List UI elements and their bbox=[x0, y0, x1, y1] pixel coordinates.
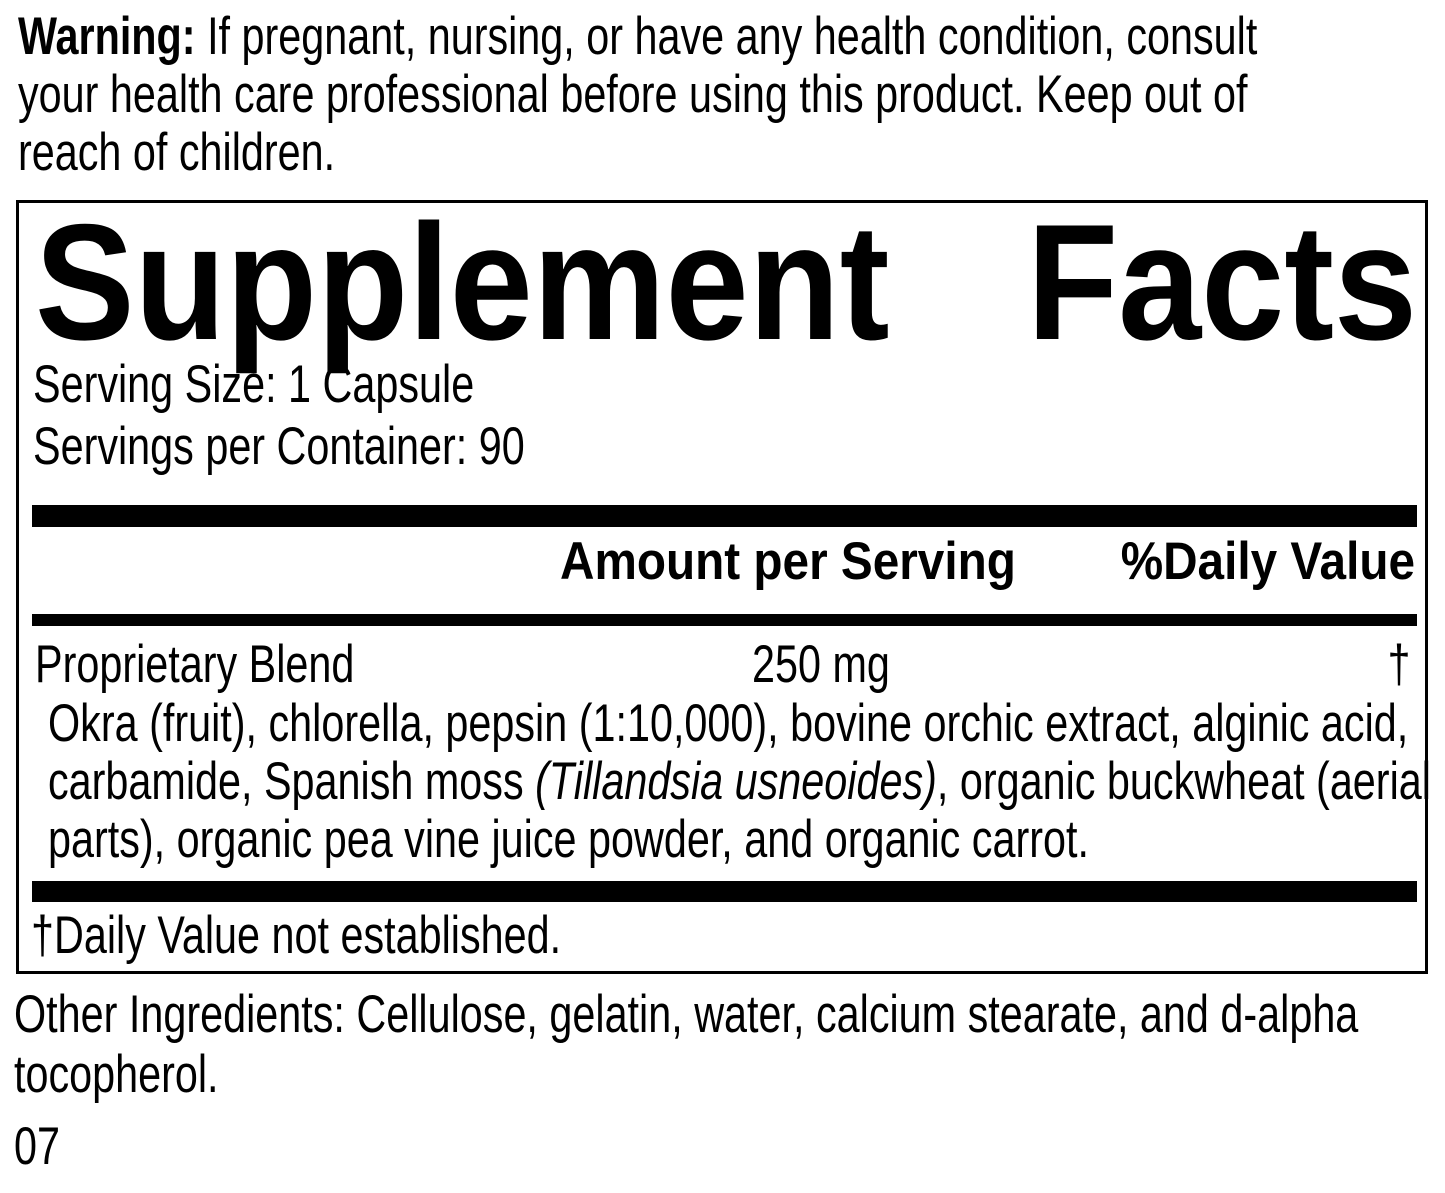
warning-body: If pregnant, nursing, or have any health… bbox=[18, 7, 1258, 182]
blend-description-part2: , organic buckwheat (aerial parts), orga… bbox=[48, 752, 1431, 869]
servings-per-container: Servings per Container: 90 bbox=[33, 417, 525, 476]
ingredient-name: Proprietary Blend bbox=[35, 635, 355, 694]
column-header-daily-value: %Daily Value bbox=[1120, 532, 1415, 591]
ingredient-daily-value: † bbox=[1387, 635, 1410, 694]
rule-header bbox=[32, 614, 1417, 626]
other-ingredients: Other Ingredients: Cellulose, gelatin, w… bbox=[14, 985, 1359, 1104]
daily-value-footnote: †Daily Value not established. bbox=[31, 906, 562, 965]
warning-label: Warning: bbox=[18, 7, 196, 66]
warning-paragraph: Warning: If pregnant, nursing, or have a… bbox=[18, 8, 1318, 182]
rule-bottom bbox=[32, 881, 1417, 902]
serving-size: Serving Size: 1 Capsule bbox=[33, 355, 475, 414]
blend-description-latin-name: (Tillandsia usneoides) bbox=[535, 752, 937, 811]
supplement-facts-box bbox=[16, 200, 1428, 974]
page-code: 07 bbox=[14, 1117, 60, 1176]
blend-description-part1: Okra (fruit), chlorella, pepsin (1:10,00… bbox=[48, 694, 1409, 811]
rule-top bbox=[32, 505, 1417, 527]
panel-title: Supplement Facts bbox=[35, 200, 1417, 365]
blend-description: Okra (fruit), chlorella, pepsin (1:10,00… bbox=[48, 695, 1445, 869]
ingredient-amount: 250 mg bbox=[752, 635, 890, 694]
panel-title-word-supplement: Supplement bbox=[35, 190, 890, 374]
panel-title-word-facts: Facts bbox=[1026, 190, 1417, 374]
column-header-amount: Amount per Serving bbox=[560, 532, 1016, 591]
